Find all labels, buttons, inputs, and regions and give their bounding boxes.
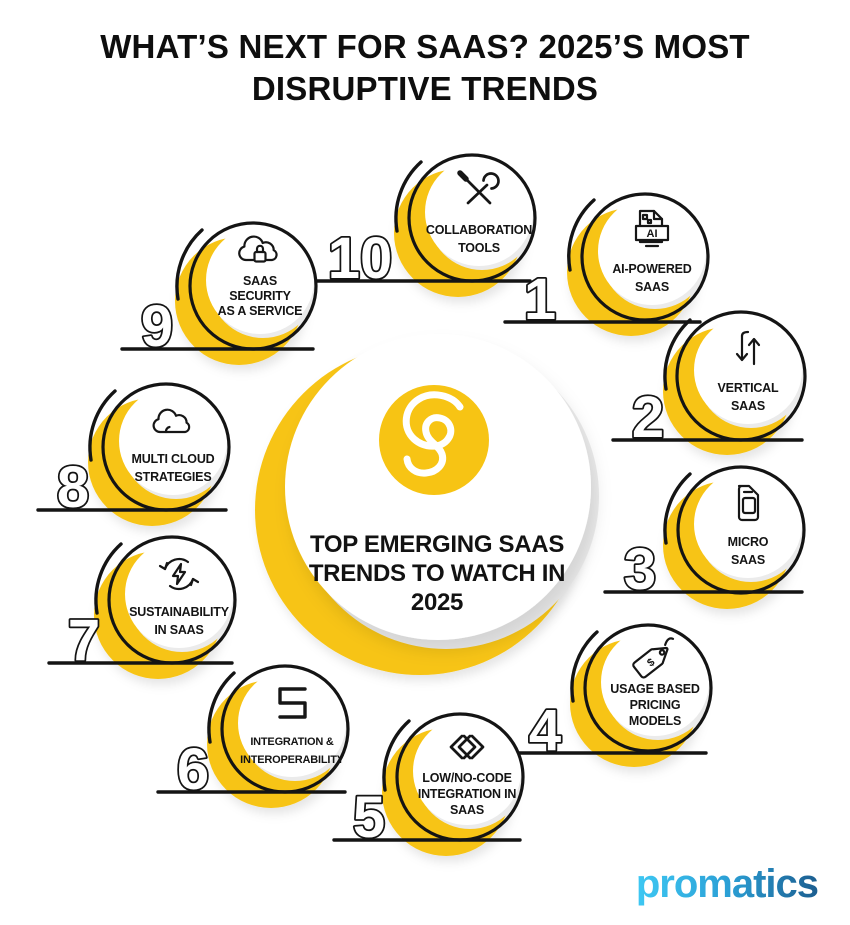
node-label: INTEROPERABILITY (240, 754, 345, 766)
node-ring (580, 192, 710, 322)
node-label: AS A SERVICE (218, 304, 303, 318)
node-label: SECURITY (229, 289, 291, 303)
tools-icon (457, 170, 500, 205)
swirl-s-icon (402, 391, 464, 477)
node-accent-arc (207, 671, 236, 744)
cloud-icon (152, 408, 191, 434)
center-circle: TOP EMERGING SAAS TRENDS TO WATCH IN 202… (255, 334, 599, 675)
node-accent-arc (394, 160, 423, 233)
node-disc (125, 540, 233, 648)
node-accent-arc (88, 389, 117, 462)
trend-node-low-no-code: 5 LOW/NO-CODE INTEGRATION IN SAAS (332, 712, 525, 856)
ai-file-icon: AI (634, 209, 670, 248)
node-label: SAAS (731, 399, 765, 413)
svg-text:AI: AI (647, 228, 658, 240)
node-label: COLLABORATION (426, 223, 532, 237)
page-title: WHAT’S NEXT FOR SAAS? 2025’S MOST DISRUPT… (0, 26, 850, 110)
trend-node-usage-based-pricing: 4 $ USAGE BASED PRICING MODELS (508, 623, 713, 767)
node-number: 9 (141, 294, 173, 359)
node-label: INTEGRATION & (250, 736, 334, 748)
cloud-lock-icon (238, 235, 278, 263)
sim-card-icon (737, 484, 760, 522)
node-number: 3 (624, 537, 656, 602)
page-title-line1: WHAT’S NEXT FOR SAAS? 2025’S MOST (100, 28, 750, 65)
node-number: 7 (68, 608, 100, 673)
node-label: STRATEGIES (135, 470, 212, 484)
node-disc (694, 316, 802, 424)
promatics-logo: promatics (636, 862, 818, 906)
node-disc (694, 470, 802, 578)
page-title-line2: DISRUPTIVE TRENDS (251, 70, 599, 108)
node-number: 10 (328, 226, 393, 291)
node-label: INTEGRATION IN (418, 787, 517, 801)
node-number: 2 (632, 385, 664, 450)
code-icon (449, 734, 485, 760)
energy-cycle-icon (158, 557, 200, 591)
trend-node-sustainability: 7 SUSTAINABILITY IN SAAS (47, 535, 237, 679)
node-label: IN SAAS (154, 623, 203, 637)
node-accent-arc (663, 472, 692, 545)
node-label: TOOLS (458, 241, 500, 255)
center-title-line3: 2025 (411, 589, 463, 616)
trend-node-saas-security: 9 SAAS SECURITY AS A SERVICE (120, 221, 318, 365)
node-disc (238, 669, 346, 777)
node-label: MODELS (629, 714, 681, 728)
node-accent-arc (567, 198, 596, 272)
trend-node-ai-powered-saas: 1 AI AI-POWERED SAAS (503, 192, 710, 336)
node-label: LOW/NO-CODE (422, 771, 511, 785)
node-ring (583, 623, 713, 753)
node-accent-arc (663, 318, 692, 391)
node-disc (119, 387, 227, 495)
node-label: MICRO (728, 535, 769, 549)
node-label: AI-POWERED (612, 262, 691, 276)
node-number: 1 (524, 267, 556, 332)
node-number: 5 (353, 785, 385, 850)
node-disc (601, 628, 709, 736)
trend-node-integration-interoperability: 6 INTEGRATION & INTEROPERABILITY (156, 664, 350, 808)
node-label: VERTICAL (718, 381, 779, 395)
node-accent-arc (570, 630, 599, 703)
node-label: PRICING (630, 698, 681, 712)
node-label: SAAS (243, 274, 277, 288)
vertical-arrows-icon (735, 330, 761, 366)
node-number: 8 (57, 455, 89, 520)
node-accent-arc (382, 719, 411, 792)
node-disc (413, 717, 521, 825)
center-title-line2: TRENDS TO WATCH IN (309, 560, 565, 587)
node-number: 4 (529, 698, 561, 763)
node-label: SAAS (635, 280, 669, 294)
trend-node-micro-saas: 3 MICRO SAAS (603, 465, 806, 609)
center-title-line1: TOP EMERGING SAAS (310, 531, 564, 558)
node-label: SAAS (731, 553, 765, 567)
node-disc (598, 197, 706, 305)
trend-node-collaboration-tools: 10 COLLABORATION TOOLS (315, 153, 537, 297)
node-accent-arc (175, 228, 204, 301)
trend-node-multi-cloud: 8 MULTI CLOUD STRATEGIES (36, 382, 231, 526)
node-label: USAGE BASED (610, 682, 700, 696)
trend-node-vertical-saas: 2 VERTICAL SAAS (611, 310, 807, 455)
node-number: 6 (177, 737, 209, 802)
interlock-icon (278, 687, 307, 719)
node-label: SAAS (450, 803, 484, 817)
node-accent-arc (94, 542, 123, 615)
node-disc (425, 158, 533, 266)
node-label: SUSTAINABILITY (129, 605, 230, 619)
node-label: MULTI CLOUD (132, 452, 215, 466)
node-disc (206, 226, 314, 334)
